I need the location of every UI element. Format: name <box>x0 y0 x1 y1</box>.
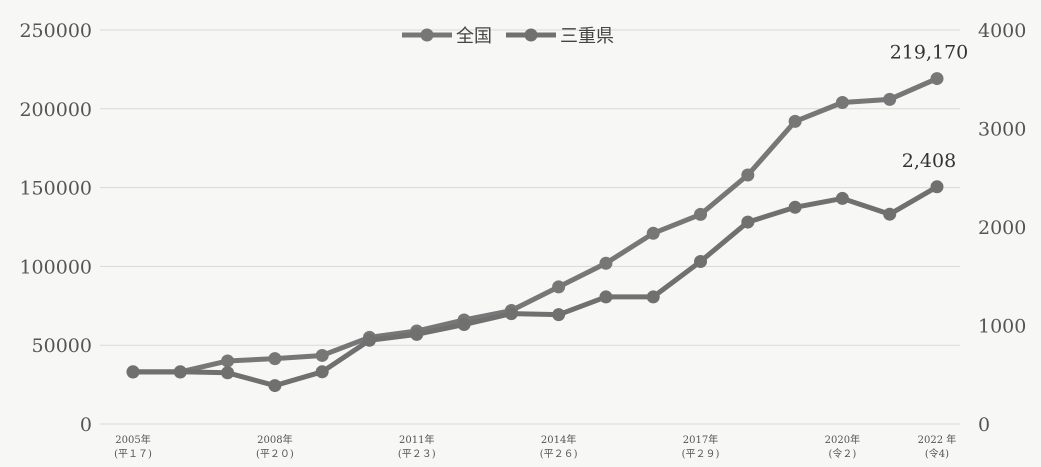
x-axis-tick-sublabel: (令２) <box>829 447 857 460</box>
x-axis-tick-sublabel: (平２３) <box>398 449 436 460</box>
series-1-point <box>694 207 708 221</box>
x-axis-tick-label: 2017年 <box>683 433 718 446</box>
left-axis-tick-label: 150000 <box>19 178 92 200</box>
series-2-point <box>646 290 660 304</box>
series-2-point <box>599 290 613 304</box>
left-axis-tick-label: 100000 <box>19 256 92 278</box>
left-axis-tick-label: 200000 <box>19 99 92 121</box>
series-2-point <box>362 333 376 347</box>
series-2-point <box>457 318 471 332</box>
x-axis-tick-sublabel: (平１７) <box>114 449 152 460</box>
right-axis-tick-label: 3000 <box>978 119 1026 141</box>
x-axis: 2005年 (平１７) 2008年 (平２０) 2011年 (平２３) 2014年 (平２６)… <box>114 433 956 460</box>
x-axis-tick-label: 2011年 <box>399 433 434 446</box>
x-axis-tick-sublabel: (平２９) <box>682 449 720 460</box>
right-axis: 0 1000 2000 3000 4000 <box>978 20 1026 436</box>
legend-swatch-marker <box>524 28 538 42</box>
series-line-2 <box>130 184 940 389</box>
series-2-end-label: 2,408 <box>902 150 956 172</box>
series-2-point <box>788 200 802 214</box>
x-axis-tick-label: 2008年 <box>257 433 292 446</box>
x-axis-tick-label: 2014年 <box>541 433 576 446</box>
series-1-end-label: 219,170 <box>890 42 969 64</box>
left-axis-tick-label: 0 <box>80 414 92 436</box>
x-axis-tick-sublabel: (令4) <box>925 447 949 460</box>
series-1-point <box>835 95 849 109</box>
series-1-point <box>788 114 802 128</box>
series-1-point <box>930 72 944 86</box>
x-axis-tick-sublabel: (平２６) <box>540 449 578 460</box>
left-axis: 0 50000 100000 150000 200000 250000 <box>19 20 92 436</box>
series-1-point <box>599 256 613 270</box>
series-2-point <box>268 379 282 393</box>
series-2-point <box>552 308 566 322</box>
series-2-point <box>173 365 187 379</box>
left-axis-tick-label: 250000 <box>19 20 92 42</box>
right-axis-tick-label: 0 <box>978 414 990 436</box>
series-2-point <box>504 307 518 321</box>
series-2-point <box>835 191 849 205</box>
legend-entry-label: 全国 <box>456 26 492 47</box>
x-axis-tick-label: 2020年 <box>825 433 860 446</box>
series-1-point <box>315 348 329 362</box>
series-2-point <box>221 366 235 380</box>
series-1-point <box>646 226 660 240</box>
legend-swatch-marker <box>420 28 434 42</box>
series-1-point <box>741 168 755 182</box>
series-line-1 <box>130 76 940 375</box>
callouts: 219,170 2,408 <box>890 42 969 172</box>
left-axis-tick-label: 50000 <box>32 335 92 357</box>
series-2-point <box>930 180 944 194</box>
series-2-point <box>315 365 329 379</box>
x-axis-tick-label: 2005年 <box>115 433 150 446</box>
x-axis-tick-sublabel: (平２０) <box>256 449 294 460</box>
series-1-point <box>221 354 235 368</box>
legend-entry-label: 三重県 <box>560 26 614 47</box>
series-1-point <box>268 352 282 366</box>
legend: 全国 三重県 <box>402 26 614 47</box>
series-2-point <box>694 254 708 268</box>
series-2-point <box>410 327 424 341</box>
series-2-point <box>741 215 755 229</box>
series-2-point <box>883 207 897 221</box>
series-lines <box>126 72 944 393</box>
right-axis-tick-label: 1000 <box>978 316 1026 338</box>
series-1-point <box>552 280 566 294</box>
right-axis-tick-label: 4000 <box>978 20 1026 42</box>
x-axis-tick-label: 2022 年 <box>918 433 957 446</box>
series-1-point <box>883 92 897 106</box>
series-2-point <box>126 365 140 379</box>
right-axis-tick-label: 2000 <box>978 217 1026 239</box>
